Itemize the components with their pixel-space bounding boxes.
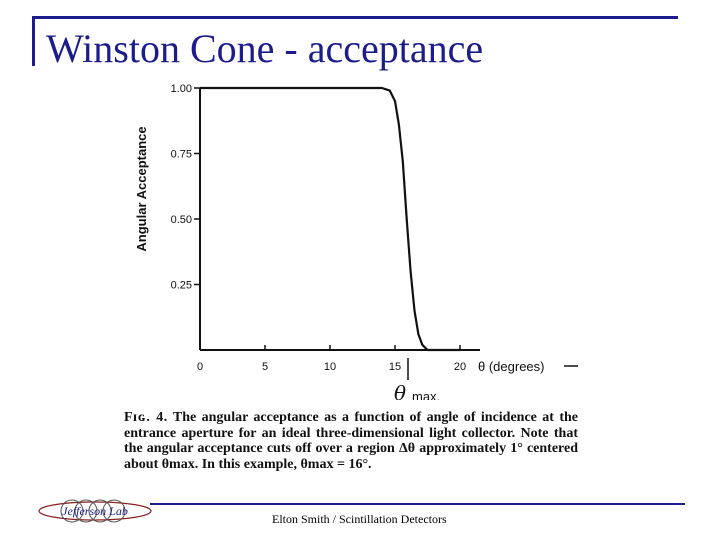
x-tick-label: 0 (197, 361, 203, 373)
chart-labels: 1.00 0.75 0.50 0.25 0 5 10 15 20 Angular Acceptan… (134, 83, 544, 400)
caption-lead: Fɪɢ. 4. (124, 410, 168, 425)
x-tick-label: 10 (324, 361, 336, 373)
chart-axes (194, 87, 578, 380)
y-tick-label: 1.00 (171, 83, 192, 95)
x-tick-label: 15 (389, 361, 401, 373)
theta-max-symbol: θ (394, 381, 406, 400)
acceptance-chart: 1.00 0.75 0.50 0.25 0 5 10 15 20 Angular Acceptan… (134, 83, 578, 400)
frame-left-rule (32, 16, 35, 66)
y-tick-label: 0.25 (171, 280, 192, 292)
x-tick-label: 20 (454, 361, 466, 373)
acceptance-curve (200, 86, 460, 352)
y-tick-label: 0.50 (171, 214, 192, 226)
slide-title: Winston Cone - acceptance (46, 26, 484, 71)
jefferson-lab-logo: Jefferson Lab (38, 499, 152, 523)
figure-caption: Fɪɢ. 4. The angular acceptance as a func… (124, 410, 578, 472)
slide-footer: Elton Smith / Scintillation Detectors (272, 512, 447, 526)
y-axis-label: Angular Acceptance (134, 126, 149, 251)
chart-series (200, 86, 460, 352)
frame-bottom-rule (150, 503, 685, 505)
x-axis-label: θ (degrees) (478, 359, 544, 374)
caption-text: The angular acceptance as a function of … (124, 410, 578, 472)
y-tick-label: 0.75 (171, 149, 192, 161)
svg-text:Jefferson Lab: Jefferson Lab (62, 504, 128, 518)
x-tick-label: 5 (262, 361, 268, 373)
theta-max-label: max. (412, 389, 440, 400)
frame-top-rule (32, 16, 678, 19)
